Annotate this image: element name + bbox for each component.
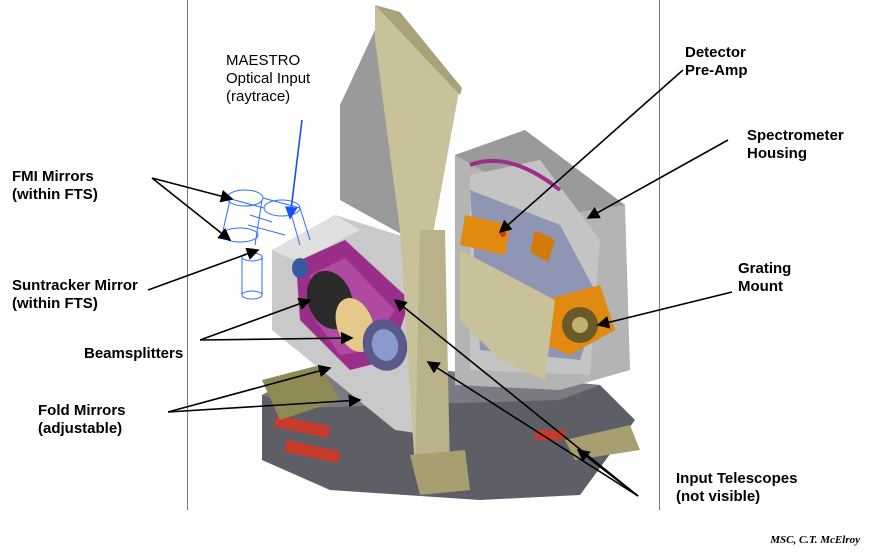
- callout-lines: [147, 69, 733, 497]
- fold-mirrors-label: Fold Mirrors (adjustable): [38, 402, 126, 438]
- telescopes-label-line1: Input Telescopes: [676, 470, 798, 487]
- fold-label-line2: (adjustable): [38, 420, 123, 437]
- beamsplitters-label: Beamsplitters: [84, 345, 183, 363]
- fold-label-line1: Fold Mirrors: [38, 402, 126, 419]
- detector-preamp-label: Detector Pre-Amp: [685, 44, 748, 80]
- spectrometer-label-line2: Housing: [747, 145, 807, 162]
- maestro-label: MAESTRO Optical Input (raytrace): [226, 52, 310, 106]
- detector-assembly: [460, 215, 555, 262]
- image-credit: MSC, C.T. McElroy: [770, 534, 860, 546]
- suntracker-mirror-label: Suntracker Mirror (within FTS): [12, 277, 138, 313]
- image-frame: [187, 0, 660, 510]
- spectrometer-label-line1: Spectrometer: [747, 127, 844, 144]
- telescopes-label-line2: (not visible): [676, 488, 761, 505]
- grating-label-line2: Mount: [738, 278, 783, 295]
- detector-label-line1: Detector: [685, 44, 746, 61]
- grating-mount: [545, 285, 615, 355]
- beamsplitters-label-line1: Beamsplitters: [84, 345, 184, 362]
- maestro-callout-line: [285, 119, 303, 220]
- grating-mount-label: Grating Mount: [738, 260, 791, 296]
- fmi-mirrors-label: FMI Mirrors (within FTS): [12, 168, 98, 204]
- input-telescopes-label: Input Telescopes (not visible): [676, 470, 797, 506]
- suntracker-label-line2: (within FTS): [12, 295, 98, 312]
- optical-bench: [272, 215, 430, 435]
- support-bracket: [340, 5, 640, 495]
- maestro-label-line2: Optical Input: [226, 70, 311, 87]
- fmi-label-line1: FMI Mirrors: [12, 168, 94, 185]
- detector-label-line2: Pre-Amp: [685, 62, 748, 79]
- grating-label-line1: Grating: [738, 260, 792, 277]
- suntracker-label-line1: Suntracker Mirror: [12, 277, 138, 294]
- spectrometer-housing-label: Spectrometer Housing: [747, 127, 844, 163]
- maestro-label-line1: MAESTRO: [226, 52, 301, 69]
- maestro-label-line3: (raytrace): [226, 88, 291, 105]
- fmi-label-line2: (within FTS): [12, 186, 98, 203]
